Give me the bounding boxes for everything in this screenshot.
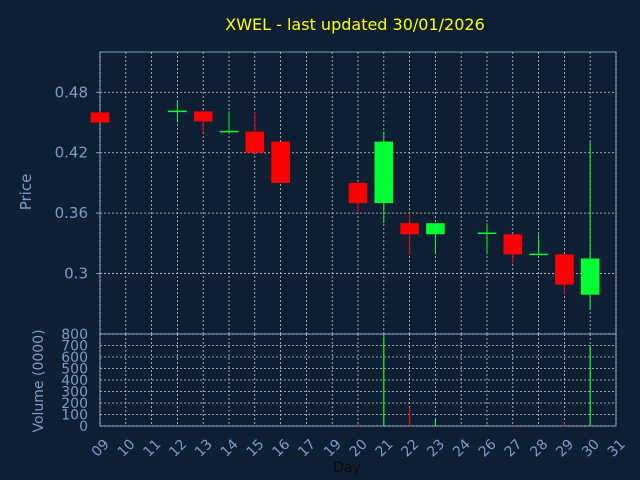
x-tick-label: 15 xyxy=(244,436,268,460)
chart-title: XWEL - last updated 30/01/2026 xyxy=(225,15,485,34)
x-tick-label: 19 xyxy=(321,436,345,460)
candle-body xyxy=(503,234,523,255)
volume-tick-label: 400 xyxy=(61,373,88,389)
x-axis-label: Day xyxy=(333,460,361,476)
volume-grid xyxy=(99,333,617,427)
x-tick-label: 16 xyxy=(269,436,293,460)
price-tick-label: 0.42 xyxy=(55,144,88,162)
candle-body xyxy=(400,223,419,235)
x-tick-label: 10 xyxy=(115,436,139,460)
price-tick-labels: 0.3 0.36 0.42 0.48 xyxy=(55,83,100,283)
candle-body xyxy=(580,258,600,295)
volume-tick-label: 600 xyxy=(61,350,88,366)
x-tick-label: 27 xyxy=(502,436,526,460)
candle-body xyxy=(374,141,394,204)
volume-tick-label: 100 xyxy=(61,408,88,424)
x-tick-label: 13 xyxy=(192,436,216,460)
x-tick-label: 12 xyxy=(166,436,190,460)
price-tick-label: 0.36 xyxy=(55,204,88,222)
candle-body xyxy=(245,131,265,153)
volume-tick-label: 500 xyxy=(61,362,88,378)
x-tick-label: 20 xyxy=(347,436,371,460)
price-tick-label: 0.3 xyxy=(64,265,88,283)
candle-body xyxy=(426,223,445,235)
candle-body xyxy=(348,182,368,204)
price-panel: 0.3 0.36 0.42 0.48 Price xyxy=(17,51,617,335)
x-tick-label: 17 xyxy=(295,436,319,460)
candle-body xyxy=(271,141,290,183)
x-tick-label: 21 xyxy=(373,436,397,460)
x-tick-label: 11 xyxy=(140,436,164,460)
candle-body xyxy=(193,111,213,122)
volume-tick-label: 300 xyxy=(61,385,88,401)
candle-body xyxy=(90,112,110,123)
x-tick-label: 09 xyxy=(89,436,113,460)
x-tick-label: 31 xyxy=(605,436,629,460)
volume-tick-label: 800 xyxy=(61,327,88,343)
x-tick-label: 26 xyxy=(476,436,500,460)
price-tick-label: 0.48 xyxy=(55,83,88,101)
x-tick-label: 23 xyxy=(424,436,448,460)
candles xyxy=(90,101,600,310)
volume-tick-label: 0 xyxy=(79,419,88,435)
x-tick-label: 22 xyxy=(398,436,422,460)
volume-bars xyxy=(357,336,591,426)
x-tick-label: 30 xyxy=(579,436,603,460)
volume-axis-label: Volume (0000) xyxy=(31,329,47,432)
volume-tick-label: 200 xyxy=(61,396,88,412)
x-tick-label: 29 xyxy=(553,436,577,460)
price-axis-label: Price xyxy=(17,174,35,211)
x-tick-label: 24 xyxy=(450,436,474,460)
candle-body xyxy=(555,254,574,285)
x-tick-label: 28 xyxy=(527,436,551,460)
x-tick-labels: 09 10 11 12 13 14 15 16 17 19 20 21 22 23 24 26 27 28 29 30… xyxy=(89,436,629,460)
volume-tick-label: 700 xyxy=(61,339,88,355)
x-tick-label: 14 xyxy=(218,436,242,460)
